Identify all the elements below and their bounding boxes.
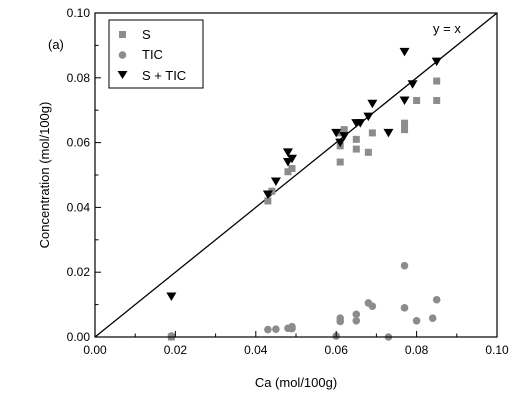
x-tick-label: 0.08	[405, 343, 429, 357]
axis-ticks-layer: 0.00 0.02 0.04 0.06 0.08 0.10 0.00 0.02 0.04 0.06…	[67, 6, 509, 357]
tic-data-point	[400, 304, 409, 312]
legend-label-tic: TIC	[142, 47, 163, 62]
s-plus-tic-data-point	[262, 190, 273, 199]
tic-data-point	[400, 261, 409, 270]
s-plus-tic-data-point	[407, 80, 418, 89]
s-data-point	[284, 168, 292, 176]
s-plus-tic-data-point	[383, 128, 394, 138]
x-tick-label: 0.04	[244, 343, 268, 357]
tic-data-point	[272, 325, 280, 334]
reference-line-layer	[94, 12, 498, 338]
s-data-point	[368, 129, 376, 137]
s-plus-tic-data-point	[431, 57, 442, 67]
y-tick-label: 0.08	[67, 71, 91, 85]
x-tick-label: 0.02	[164, 343, 188, 357]
data-points-layer	[166, 47, 442, 341]
legend-marker-s	[119, 31, 126, 38]
s-plus-tic-data-point	[335, 138, 346, 148]
s-plus-tic-data-point	[399, 47, 410, 57]
x-tick-label: 0.00	[83, 343, 107, 357]
s-data-point	[413, 96, 421, 104]
reference-line-y-equals-x	[94, 12, 498, 338]
s-plus-tic-data-point	[339, 132, 350, 141]
legend-label-s: S	[142, 27, 151, 42]
s-plus-tic-data-point	[355, 119, 366, 128]
y-tick-label: 0.00	[67, 330, 91, 344]
s-data-point	[352, 135, 360, 143]
tic-data-point	[428, 314, 437, 323]
y-tick-label: 0.10	[67, 6, 91, 20]
tic-data-point	[167, 332, 176, 340]
y-tick-label: 0.04	[67, 200, 91, 214]
x-axis-title: Ca (mol/100g)	[255, 375, 337, 390]
s-data-point	[352, 145, 360, 153]
x-tick-label: 0.10	[485, 343, 509, 357]
reference-line-label: y = x	[433, 21, 461, 36]
s-data-point	[340, 126, 348, 134]
tic-data-point	[432, 295, 441, 304]
s-data-point	[264, 197, 272, 205]
y-tick-label: 0.06	[67, 136, 91, 150]
s-plus-tic-data-point	[363, 112, 374, 122]
tic-data-point	[368, 302, 377, 311]
s-plus-tic-data-point	[367, 99, 378, 109]
legend-marker-s-plus-tic	[117, 71, 128, 79]
s-plus-tic-data-point	[399, 96, 410, 105]
tic-data-point	[352, 317, 361, 325]
tic-data-point	[352, 310, 361, 319]
s-data-point	[364, 148, 372, 156]
y-axis-title: Concentration (mol/100g)	[37, 102, 52, 249]
s-plus-tic-data-point	[166, 292, 177, 301]
s-data-point	[433, 77, 441, 85]
tic-data-point	[264, 325, 272, 334]
tic-data-point	[288, 324, 296, 333]
s-plus-tic-data-point	[270, 177, 281, 186]
x-tick-label: 0.06	[325, 343, 349, 357]
tic-data-point	[412, 317, 421, 325]
s-data-point	[288, 165, 296, 173]
s-plus-tic-data-point	[286, 154, 297, 164]
s-plus-tic-data-point	[331, 128, 342, 138]
s-data-point	[433, 96, 441, 104]
panel-label: (a)	[48, 37, 64, 52]
legend: S TIC S + TIC	[108, 19, 204, 89]
s-data-point	[401, 126, 409, 134]
legend-label-s-plus-tic: S + TIC	[142, 68, 186, 83]
legend-marker-tic	[118, 51, 127, 59]
y-tick-label: 0.02	[67, 265, 91, 279]
tic-data-point	[336, 314, 345, 323]
s-data-point	[401, 119, 409, 127]
s-plus-tic-data-point	[282, 148, 293, 157]
s-data-point	[336, 158, 344, 166]
